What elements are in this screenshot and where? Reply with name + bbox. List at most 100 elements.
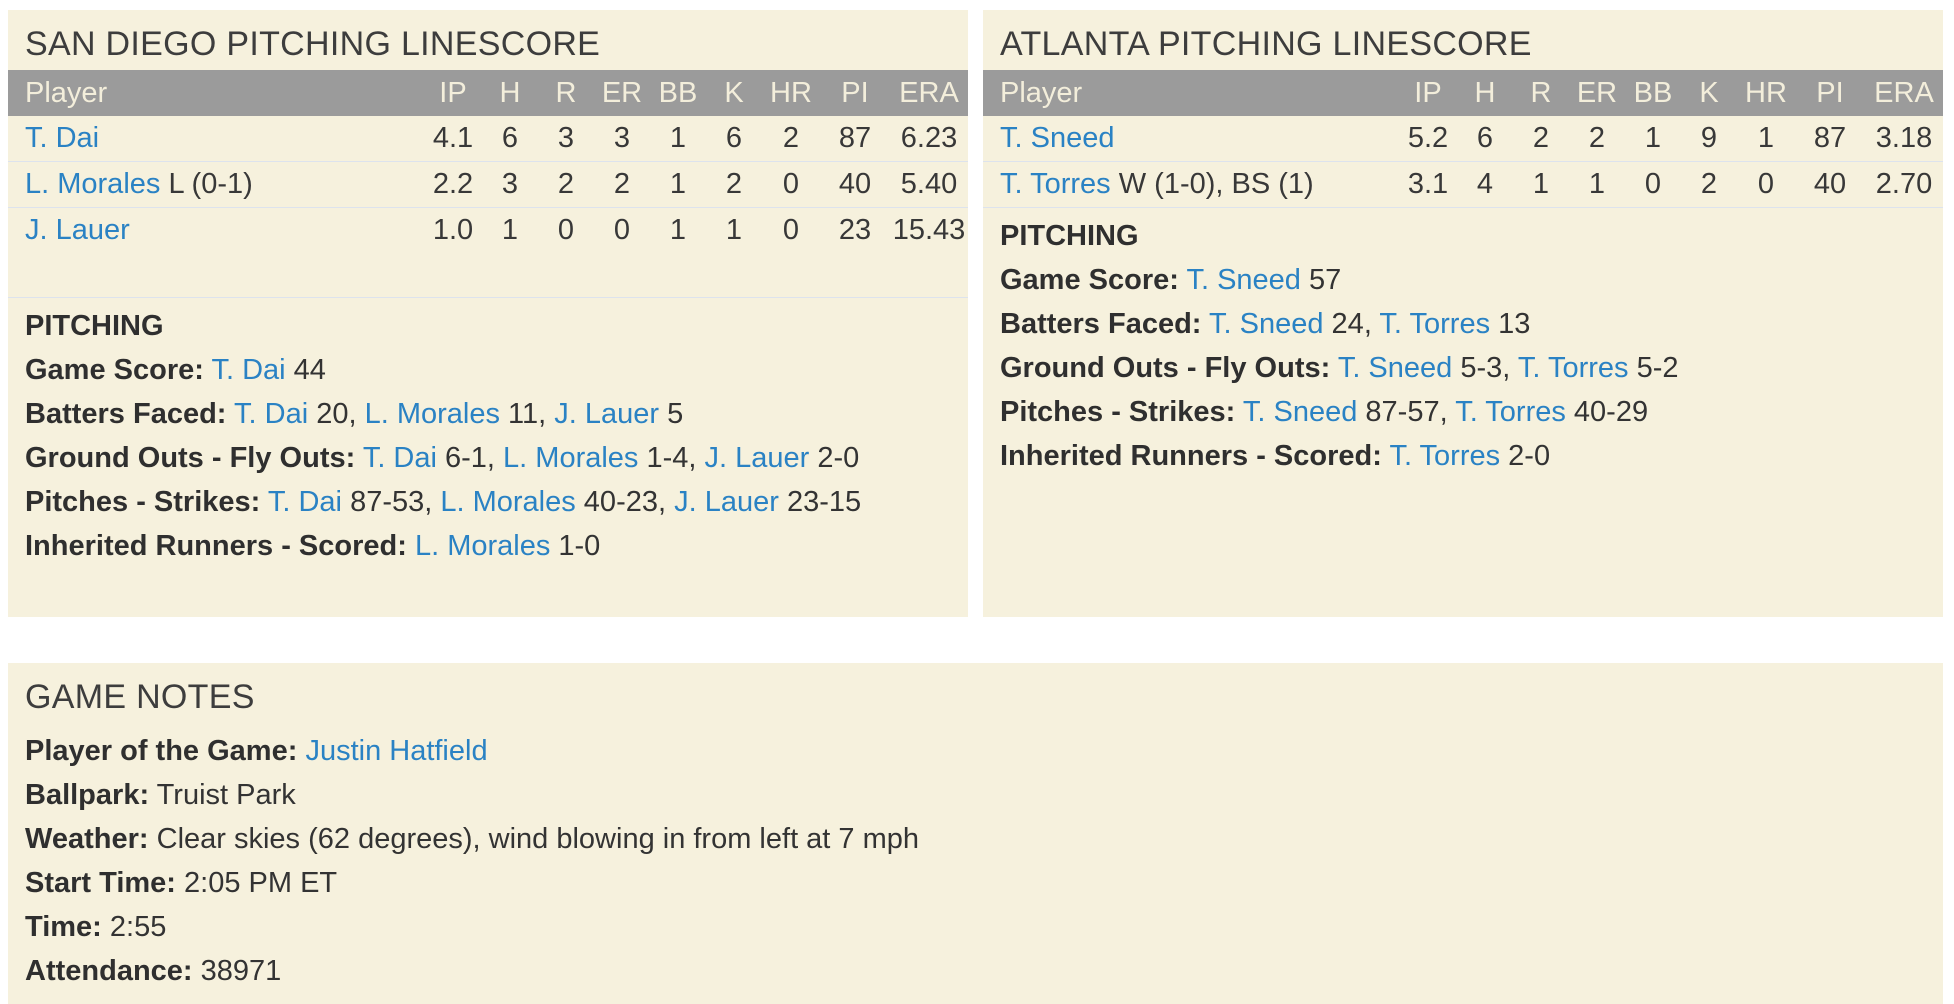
stat-value: 1 bbox=[501, 214, 519, 246]
player-link[interactable]: L. Morales bbox=[414, 530, 551, 562]
notes-lines: Player of the Game: Justin Hatfield Ballp… bbox=[25, 729, 1926, 993]
player-link[interactable]: L. Morales bbox=[503, 442, 639, 474]
stat-value: 2 bbox=[594, 161, 650, 208]
pitcher-decision: L (0-1) bbox=[160, 168, 253, 200]
note-label: Inherited Runners - Scored: bbox=[1000, 440, 1382, 472]
player-link[interactable]: T. Torres bbox=[1455, 396, 1566, 428]
player-link[interactable]: T. Sneed bbox=[1242, 396, 1358, 428]
column-header: BB bbox=[650, 70, 706, 116]
column-header: H bbox=[482, 70, 538, 116]
note-label: Ballpark: bbox=[25, 779, 150, 811]
stat-value: 2 bbox=[762, 116, 820, 162]
stat-value: 40 bbox=[820, 161, 890, 208]
column-header: Player bbox=[8, 70, 424, 116]
stat-value: 2.70 bbox=[1865, 161, 1943, 208]
player-link[interactable]: L. Morales bbox=[364, 398, 500, 430]
note-label: Pitches - Strikes: bbox=[25, 486, 261, 518]
stat-value: 1.0 bbox=[432, 214, 474, 246]
player-link[interactable]: T. Dai bbox=[362, 442, 437, 474]
stat-value: 0 bbox=[1625, 161, 1681, 208]
stat-value: 6 bbox=[706, 116, 762, 162]
panel-title: ATLANTA PITCHING LINESCORE bbox=[1000, 25, 1532, 63]
stat-value: 23 bbox=[838, 214, 872, 246]
player-link[interactable]: L. Morales bbox=[25, 168, 161, 200]
player-link[interactable]: T. Torres bbox=[1379, 308, 1491, 340]
stat-value: 15.43 bbox=[892, 214, 966, 246]
note-line: Game Score: T. Sneed 57 bbox=[1000, 264, 1342, 296]
player-link[interactable]: T. Torres bbox=[1000, 168, 1111, 200]
column-header: HR bbox=[1737, 70, 1795, 116]
player-link[interactable]: J. Lauer bbox=[674, 486, 779, 518]
column-header: Player bbox=[983, 70, 1399, 116]
note-line: Pitches - Strikes: T. Dai 87-53, L. Mora… bbox=[25, 486, 862, 518]
stat-value: 87 bbox=[820, 116, 890, 162]
stat-value: 6.23 bbox=[890, 116, 968, 162]
player-link[interactable]: T. Dai bbox=[234, 398, 309, 430]
player-link[interactable]: T. Dai bbox=[211, 354, 286, 386]
player-link[interactable]: J. Lauer bbox=[554, 398, 660, 430]
column-header: HR bbox=[762, 70, 820, 116]
player-link[interactable]: T. Dai bbox=[25, 122, 100, 154]
stat-value: 4 bbox=[1457, 161, 1513, 208]
note-label: Inherited Runners - Scored: bbox=[25, 530, 407, 562]
column-header: ERA bbox=[890, 70, 968, 116]
player-link[interactable]: T. Sneed bbox=[1337, 352, 1453, 384]
pitcher-row: L. Morales L (0-1) 2.2 3 2 2 1 2 0 40 5.40 bbox=[8, 161, 968, 208]
note-line: Batters Faced: T. Sneed 24, T. Torres 13 bbox=[1000, 308, 1531, 340]
stat-value: 2 bbox=[1513, 116, 1569, 162]
stat-value: 3.1 bbox=[1399, 161, 1457, 208]
note-label: Batters Faced: bbox=[1000, 308, 1202, 340]
stat-value: 3 bbox=[482, 161, 538, 208]
column-header: ER bbox=[594, 70, 650, 116]
stat-value: 5.40 bbox=[890, 161, 968, 208]
note-label: Ground Outs - Fly Outs: bbox=[1000, 352, 1331, 384]
panel-title: SAN DIEGO PITCHING LINESCORE bbox=[25, 25, 601, 63]
note-line: Time: 2:55 bbox=[25, 911, 167, 943]
player-link[interactable]: T. Torres bbox=[1517, 352, 1629, 384]
pitching-panels-row: SAN DIEGO PITCHING LINESCORE Player IP H R E… bbox=[8, 10, 1943, 617]
note-line: Game Score: T. Dai 44 bbox=[25, 354, 326, 386]
stat-value: 5.2 bbox=[1399, 116, 1457, 162]
pitcher-decision: W (1-0), BS (1) bbox=[1110, 168, 1314, 200]
game-notes-panel: GAME NOTES Player of the Game: Justin Ha… bbox=[8, 663, 1943, 1004]
note-line: Inherited Runners - Scored: L. Morales 1… bbox=[25, 530, 601, 562]
player-link[interactable]: Justin Hatfield bbox=[305, 735, 488, 767]
player-cell: T. Dai bbox=[8, 116, 424, 162]
note-label: Start Time: bbox=[25, 867, 176, 899]
player-cell: J. Lauer bbox=[8, 208, 424, 254]
stat-value: 1 bbox=[650, 161, 706, 208]
stat-value: 1 bbox=[1625, 116, 1681, 162]
note-label: Attendance: bbox=[25, 955, 193, 987]
note-label: Batters Faced: bbox=[25, 398, 227, 430]
stat-value: 9 bbox=[1681, 116, 1737, 162]
stat-value: 6 bbox=[1457, 116, 1513, 162]
note-line: Batters Faced: T. Dai 20, L. Morales 11,… bbox=[25, 398, 684, 430]
table-header-row: Player IP H R ER BB K HR PI ERA bbox=[983, 70, 1943, 116]
player-link[interactable]: T. Sneed bbox=[1000, 122, 1115, 154]
player-link[interactable]: T. Dai bbox=[267, 486, 343, 518]
pitching-table: Player IP H R ER BB K HR PI ERA T. Dai 4.1 6 3 3 1 6 2 87… bbox=[8, 70, 968, 253]
note-line: Ground Outs - Fly Outs: T. Dai 6-1, L. M… bbox=[25, 442, 860, 474]
stat-value: 2 bbox=[538, 161, 594, 208]
table-spacer bbox=[8, 253, 968, 298]
stat-value: 6 bbox=[482, 116, 538, 162]
notes-heading: PITCHING bbox=[25, 310, 164, 342]
player-link[interactable]: L. Morales bbox=[440, 486, 576, 518]
player-link[interactable]: T. Torres bbox=[1389, 440, 1501, 472]
player-link[interactable]: T. Sneed bbox=[1209, 308, 1324, 340]
note-label: Game Score: bbox=[25, 354, 204, 386]
stat-value: 2 bbox=[1569, 116, 1625, 162]
column-header: R bbox=[538, 70, 594, 116]
player-link[interactable]: J. Lauer bbox=[25, 214, 130, 246]
note-label: Game Score: bbox=[1000, 264, 1179, 296]
note-line: Ballpark: Truist Park bbox=[25, 779, 296, 811]
column-header: K bbox=[1681, 70, 1737, 116]
column-header: IP bbox=[1399, 70, 1457, 116]
stat-value: 0 bbox=[762, 161, 820, 208]
column-header: PI bbox=[1795, 70, 1865, 116]
player-link[interactable]: T. Sneed bbox=[1186, 264, 1301, 296]
column-header: PI bbox=[820, 70, 890, 116]
player-link[interactable]: J. Lauer bbox=[704, 442, 810, 474]
stat-value: 1 bbox=[1513, 161, 1569, 208]
stat-value: 2 bbox=[706, 161, 762, 208]
